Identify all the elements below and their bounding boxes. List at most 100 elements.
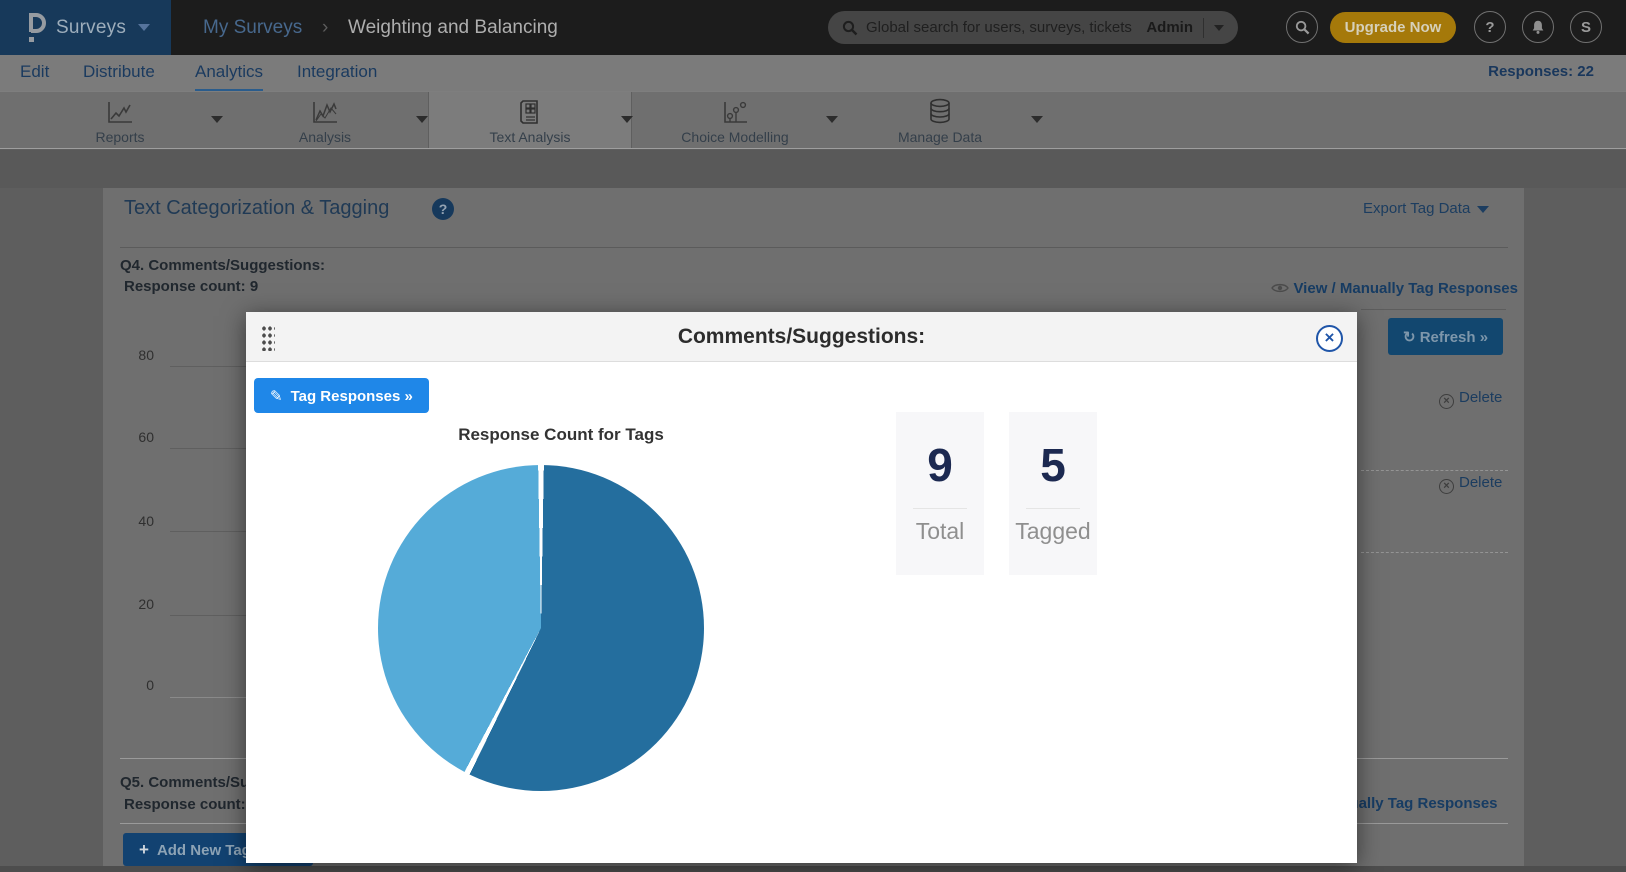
breadcrumb-my-surveys[interactable]: My Surveys — [203, 17, 303, 38]
pie-chart-title: Response Count for Tags — [458, 425, 664, 444]
stat-total-label: Total — [915, 518, 965, 544]
comments-suggestions-modal: Comments/Suggestions: × ✎ Tag Responses »… — [246, 312, 1357, 863]
area-chart-icon — [250, 96, 400, 126]
tab-distribute[interactable]: Distribute — [83, 62, 155, 81]
panel-title: Text Categorization & Tagging — [124, 197, 390, 219]
page-background-strip — [0, 866, 1626, 872]
tool-label: Reports — [95, 129, 145, 145]
notifications-button[interactable] — [1522, 11, 1554, 43]
y-tick-40: 40 — [138, 513, 154, 529]
search-submit-button[interactable] — [1286, 11, 1318, 43]
q4-view-tag-link[interactable]: View / Manually Tag Responses — [1271, 280, 1518, 298]
search-scope-selector[interactable]: Admin — [1146, 19, 1193, 36]
database-icon — [865, 96, 1015, 126]
response-count-pie-chart — [378, 465, 704, 791]
product-name: Surveys — [56, 16, 127, 38]
delete-tag-link[interactable]: × Delete — [1439, 474, 1502, 494]
stat-tagged: 5 Tagged — [1009, 412, 1097, 575]
y-tick-0: 0 — [146, 677, 154, 693]
tool-label: Choice Modelling — [681, 129, 789, 145]
view-tag-label: View / Manually Tag Responses — [1293, 280, 1518, 297]
top-navbar: Surveys My Surveys › Weighting and Balan… — [0, 0, 1626, 55]
tool-analysis[interactable]: Analysis — [250, 96, 400, 146]
q4-response-count: Response count: 9 — [124, 278, 259, 295]
proprofs-logo-icon — [24, 12, 46, 43]
drag-handle-icon[interactable] — [260, 324, 275, 351]
plus-icon: + — [139, 839, 149, 859]
add-new-tag-label: Add New Tag » — [156, 841, 264, 859]
delete-tag-link[interactable]: × Delete — [1439, 389, 1502, 409]
stat-tagged-label: Tagged — [1015, 518, 1091, 544]
product-switcher[interactable]: Surveys — [0, 0, 171, 55]
refresh-icon: ↻ — [1402, 328, 1420, 346]
divider — [912, 508, 968, 509]
analytics-toolbar: Reports Analysis — [0, 91, 1626, 149]
circle-x-icon: × — [1439, 394, 1454, 409]
export-tag-data-label: Export Tag Data — [1363, 200, 1471, 217]
user-avatar[interactable]: S — [1570, 11, 1602, 43]
tab-integration[interactable]: Integration — [297, 62, 378, 81]
gridline — [170, 531, 246, 532]
delete-label: Delete — [1459, 474, 1503, 491]
y-tick-20: 20 — [138, 596, 154, 612]
tag-responses-label: Tag Responses » — [290, 387, 413, 405]
dashed-divider — [1361, 470, 1508, 471]
breadcrumb-separator: › — [322, 17, 329, 38]
circle-x-icon: × — [1439, 479, 1454, 494]
modal-title: Comments/Suggestions: — [677, 325, 926, 348]
tag-responses-button[interactable]: ✎ Tag Responses » — [254, 378, 429, 413]
analysis-caret-icon[interactable] — [416, 116, 428, 123]
gridline — [170, 615, 246, 616]
tool-label: Manage Data — [897, 129, 983, 145]
dashed-divider — [1361, 552, 1508, 553]
tool-reports[interactable]: Reports — [45, 96, 195, 146]
divider — [120, 247, 1508, 248]
search-input[interactable] — [866, 19, 1141, 36]
scatter-chart-icon — [660, 96, 810, 126]
tool-choice-modelling[interactable]: Choice Modelling — [660, 96, 810, 146]
refresh-button[interactable]: ↻ Refresh » — [1388, 318, 1503, 355]
gridline — [170, 366, 246, 367]
tab-edit[interactable]: Edit — [20, 62, 50, 81]
breadcrumb-survey-name: Weighting and Balancing — [348, 17, 558, 38]
y-tick-60: 60 — [138, 429, 154, 445]
q4-question: Q4. Comments/Suggestions: — [120, 257, 326, 274]
text-analysis-caret-icon[interactable] — [621, 116, 633, 123]
responses-count: Responses: 22 — [1488, 63, 1594, 80]
tool-label: Text Analysis — [489, 129, 571, 145]
survey-tabs-bar: Edit Distribute Analytics Integration Re… — [0, 55, 1626, 91]
stat-total: 9 Total — [896, 412, 984, 575]
tool-manage-data[interactable]: Manage Data — [865, 96, 1015, 146]
chevron-down-icon — [1477, 206, 1490, 213]
tab-analytics[interactable]: Analytics — [195, 55, 264, 91]
line-chart-icon — [45, 96, 195, 126]
chevron-down-icon — [138, 24, 151, 31]
help-icon[interactable]: ? — [432, 198, 454, 220]
eye-icon — [1271, 283, 1289, 293]
close-icon[interactable]: × — [1316, 325, 1343, 352]
tag-row-border — [1361, 309, 1506, 310]
reports-caret-icon[interactable] — [211, 116, 223, 123]
text-document-icon — [455, 96, 605, 126]
export-tag-data-dropdown[interactable]: Export Tag Data — [1363, 200, 1490, 217]
refresh-label: Refresh » — [1419, 328, 1489, 346]
q5-response-count: Response count: 5 — [124, 796, 259, 813]
search-scope-caret-icon[interactable] — [1214, 24, 1224, 31]
help-button[interactable]: ? — [1474, 11, 1506, 43]
choice-modelling-caret-icon[interactable] — [826, 116, 838, 123]
search-icon — [842, 20, 858, 36]
stat-total-value: 9 — [927, 439, 953, 491]
upgrade-now-button[interactable]: Upgrade Now — [1330, 12, 1456, 43]
gridline — [170, 448, 246, 449]
divider — [1025, 508, 1081, 509]
search-icon — [1295, 20, 1309, 34]
stats-row: 9 Total 5 Tagged — [896, 412, 1097, 575]
manage-data-caret-icon[interactable] — [1031, 116, 1043, 123]
stat-tagged-value: 5 — [1040, 439, 1066, 491]
tool-text-analysis[interactable]: Text Analysis — [455, 96, 605, 146]
bell-icon — [1532, 20, 1544, 34]
y-tick-80: 80 — [138, 347, 154, 363]
pencil-icon: ✎ — [270, 387, 283, 405]
search-scope-divider — [1203, 17, 1204, 38]
